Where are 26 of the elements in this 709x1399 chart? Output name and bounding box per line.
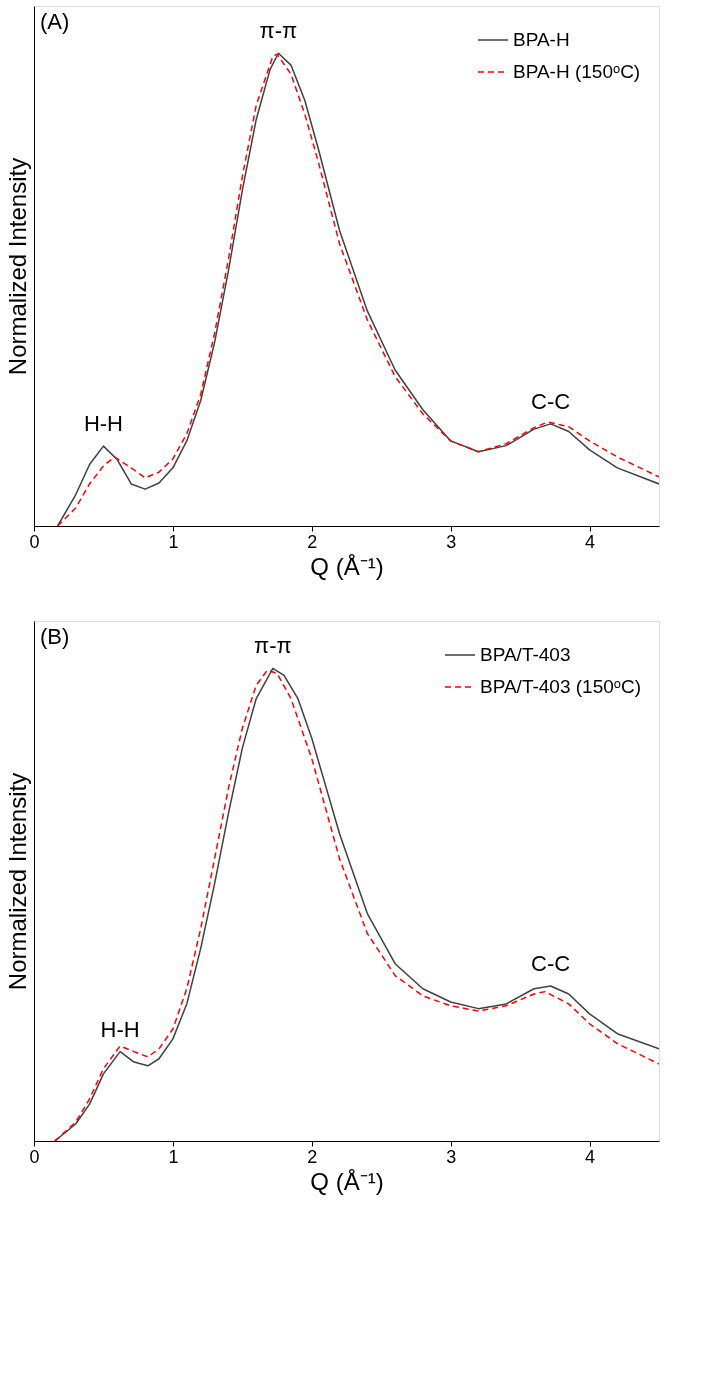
x-axis-title: Q (Å⁻¹) xyxy=(310,1167,384,1195)
x-tick-label: 1 xyxy=(168,531,179,552)
x-axis-title: Q (Å⁻¹) xyxy=(310,552,384,580)
annotation: H-H xyxy=(83,411,123,437)
annotation: C-C xyxy=(531,388,571,414)
annotation: H-H xyxy=(100,1016,140,1042)
annotation: π-π xyxy=(254,633,292,659)
x-tick-label: 0 xyxy=(29,531,40,552)
legend-label: BPA-H (150ᵒC) xyxy=(513,61,641,82)
legend-label: BPA/T-403 xyxy=(480,644,571,665)
text: (B) xyxy=(40,624,70,649)
text: (A) xyxy=(40,9,70,34)
x-tick-label: 3 xyxy=(446,531,457,552)
legend-label: BPA/T-403 (150ᵒC) xyxy=(480,676,641,697)
x-tick-label: 0 xyxy=(29,1146,40,1167)
x-tick-label: 2 xyxy=(307,1146,318,1167)
y-axis-title: Normalized Intensity xyxy=(3,157,31,376)
x-tick-label: 3 xyxy=(446,1146,457,1167)
y-axis-title: Normalized Intensity xyxy=(3,772,31,991)
x-tick-label: 2 xyxy=(307,531,318,552)
legend-label: BPA-H xyxy=(513,29,570,50)
x-tick-label: 4 xyxy=(585,1146,596,1167)
x-tick-label: 4 xyxy=(585,531,596,552)
x-tick-label: 1 xyxy=(168,1146,179,1167)
annotation: C-C xyxy=(531,950,571,976)
annotation: π-π xyxy=(259,18,298,44)
